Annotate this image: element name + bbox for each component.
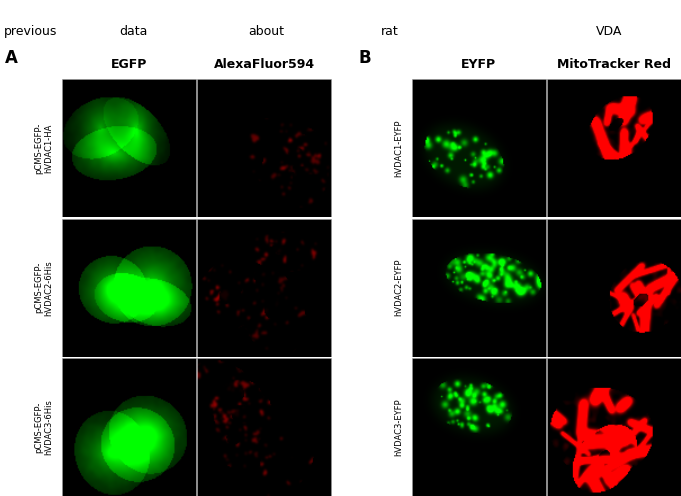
Text: EGFP: EGFP xyxy=(111,58,147,70)
Text: rat: rat xyxy=(381,25,399,38)
Text: pCMS-EGFP-
hVDAC3-6His: pCMS-EGFP- hVDAC3-6His xyxy=(34,399,53,455)
Text: B: B xyxy=(359,49,371,66)
Text: VDA: VDA xyxy=(596,25,622,38)
Text: about: about xyxy=(249,25,285,38)
Text: EYFP: EYFP xyxy=(461,58,496,70)
Text: pCMS-EGFP-
hVDAC1-HA: pCMS-EGFP- hVDAC1-HA xyxy=(34,123,53,174)
Text: MitoTracker Red: MitoTracker Red xyxy=(557,58,671,70)
Text: hVDAC1-EYFP: hVDAC1-EYFP xyxy=(394,120,402,177)
Text: data: data xyxy=(119,25,148,38)
Text: AlexaFluor594: AlexaFluor594 xyxy=(214,58,315,70)
Text: A: A xyxy=(5,49,18,66)
Text: hVDAC2-EYFP: hVDAC2-EYFP xyxy=(394,259,402,316)
Text: previous: previous xyxy=(3,25,57,38)
Text: hVDAC3-EYFP: hVDAC3-EYFP xyxy=(394,398,402,456)
Text: pCMS-EGFP-
hVDAC2-6His: pCMS-EGFP- hVDAC2-6His xyxy=(34,260,53,315)
